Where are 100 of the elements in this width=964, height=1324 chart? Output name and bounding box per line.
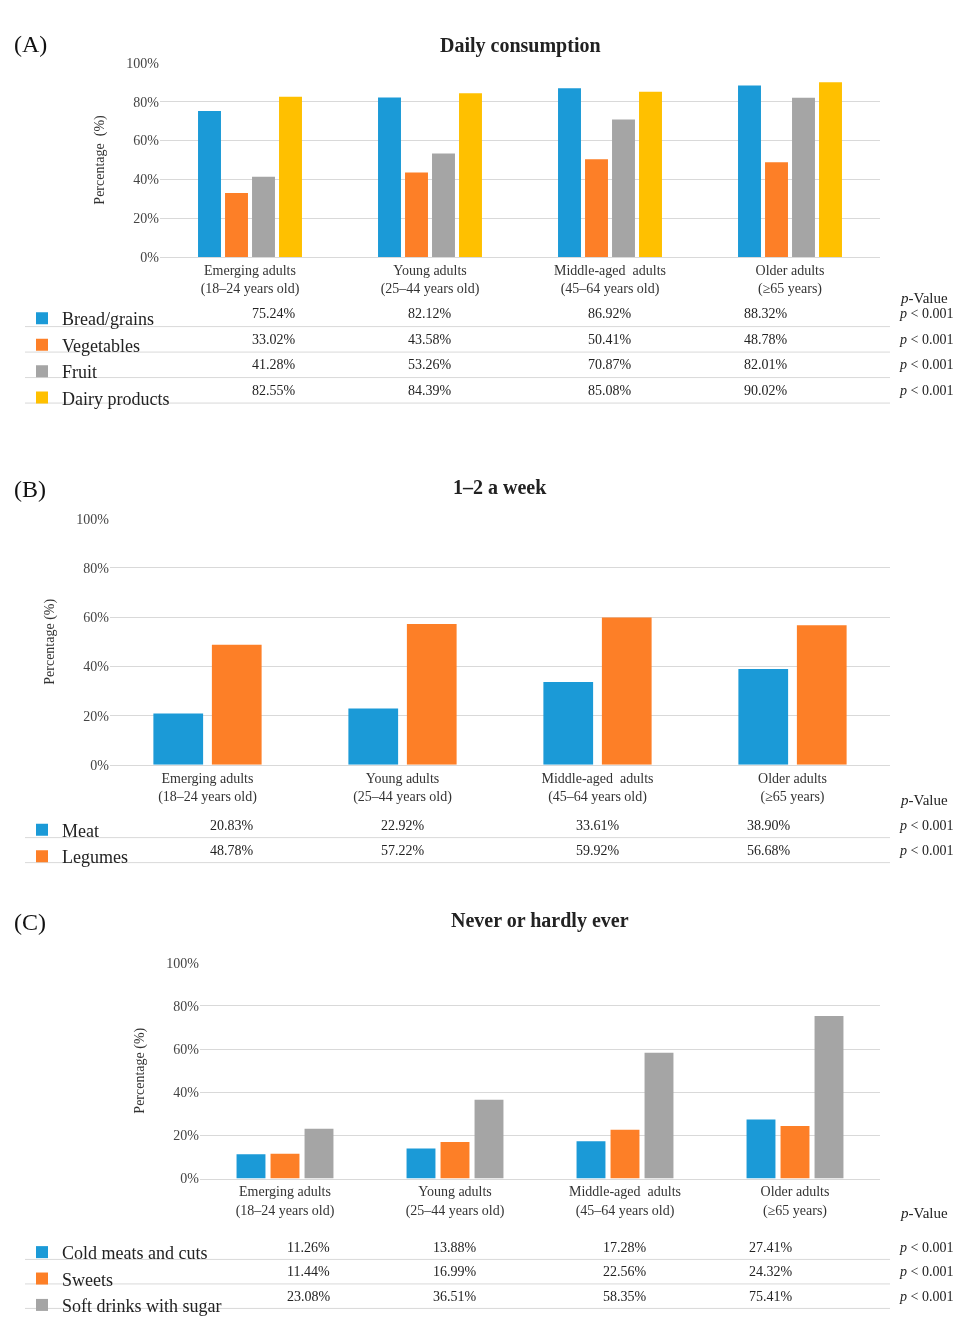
data-label: 86.92% [588, 306, 632, 321]
legend-label: Dairy products [62, 388, 170, 409]
y-axis-title: Percentage (%) [131, 1027, 148, 1114]
y-axis-title: Percentage (%) [91, 114, 108, 205]
bar [558, 88, 581, 257]
data-label: 85.08% [588, 383, 632, 398]
data-label: 75.41% [749, 1289, 793, 1304]
bar [406, 1148, 436, 1179]
x-tick-label: Older adults (≥65 years) [760, 1184, 830, 1219]
bar [610, 1129, 640, 1179]
y-tick-label: 80% [133, 94, 160, 110]
data-label: 17.28% [603, 1240, 647, 1255]
bar [814, 1015, 844, 1179]
data-label: 84.39% [408, 383, 452, 398]
data-label: 75.24% [252, 306, 296, 321]
bar [405, 172, 428, 257]
data-label: 23.08% [287, 1289, 331, 1304]
y-tick-label: 60% [133, 133, 160, 149]
text: (B) [14, 476, 46, 502]
x-tick-label: Middle-aged adults (45–64 years old) [569, 1184, 681, 1219]
data-label: 20.83% [210, 818, 254, 833]
data-label: 48.78% [210, 843, 254, 858]
bar [474, 1099, 504, 1179]
data-label: 82.01% [744, 357, 788, 372]
data-label: 27.41% [749, 1240, 793, 1255]
legend-label: Fruit [62, 362, 98, 383]
text: p < 0.001 [899, 357, 954, 372]
bar [585, 159, 608, 257]
data-label: 22.56% [603, 1264, 647, 1279]
data-label: 36.51% [433, 1289, 477, 1304]
data-label: 41.28% [252, 357, 296, 372]
bar [576, 1141, 606, 1179]
data-label: 13.88% [433, 1240, 477, 1255]
bar [198, 110, 221, 257]
text: (C) [14, 909, 46, 935]
x-tick-label: Emerging adults (18–24 years old) [235, 1184, 335, 1219]
data-label: 50.41% [588, 332, 632, 347]
bar [639, 91, 662, 257]
chart-title: Never or hardly ever [451, 909, 629, 932]
x-tick-label: Older adults (≥65 years) [758, 770, 827, 805]
y-tick-label: 100% [166, 955, 200, 971]
data-label: 53.26% [408, 357, 452, 372]
data-label: 82.12% [408, 306, 452, 321]
y-tick-label: 20% [133, 211, 160, 227]
text: p-Value [900, 792, 948, 808]
bar [543, 682, 594, 765]
bar [746, 1119, 776, 1179]
y-tick-label: 0% [90, 757, 110, 773]
legend-label: Sweets [62, 1269, 113, 1290]
bar [236, 1154, 266, 1179]
text: p < 0.001 [899, 332, 954, 347]
data-label: 11.44% [287, 1264, 330, 1279]
y-axis-title: Percentage (%) [41, 598, 58, 685]
chart-title: 1–2 a week [453, 476, 548, 498]
bar [644, 1052, 674, 1179]
bar [612, 119, 635, 257]
y-tick-label: 20% [173, 1128, 200, 1144]
text: p < 0.001 [899, 1264, 954, 1279]
legend-label: Vegetables [62, 335, 140, 356]
legend-label: Meat [62, 820, 99, 841]
y-tick-label: 80% [83, 560, 110, 576]
text: p-Value [900, 1205, 948, 1221]
bar [459, 93, 482, 257]
data-label: 88.32% [744, 306, 788, 321]
x-tick-label: Middle-aged adults (45–64 years old) [541, 770, 654, 805]
x-tick-label: Middle-aged adults (45–64 years old) [554, 262, 666, 297]
y-tick-label: 40% [173, 1085, 200, 1101]
legend-label: Legumes [62, 847, 128, 868]
y-tick-label: 100% [76, 511, 110, 527]
data-label: 59.92% [576, 843, 620, 858]
text: p < 0.001 [899, 306, 954, 321]
bar [765, 162, 788, 257]
data-label: 33.02% [252, 332, 296, 347]
y-tick-label: 0% [140, 249, 160, 265]
bar [440, 1141, 470, 1179]
data-label: 43.58% [408, 332, 452, 347]
y-tick-label: 40% [133, 172, 160, 188]
legend-label: Cold meats and cuts [62, 1243, 208, 1264]
text: p < 0.001 [899, 843, 954, 858]
y-tick-label: 80% [173, 998, 200, 1014]
text: p < 0.001 [899, 1240, 954, 1255]
data-label: 24.32% [749, 1264, 793, 1279]
data-label: 38.90% [747, 818, 791, 833]
y-tick-label: 20% [83, 708, 110, 724]
y-tick-label: 40% [83, 659, 110, 675]
bar [738, 85, 761, 257]
x-tick-label: Young adults (25–44 years old) [353, 770, 453, 805]
data-label: 57.22% [381, 843, 425, 858]
data-label: 48.78% [744, 332, 788, 347]
bar [304, 1128, 334, 1179]
text: p < 0.001 [899, 1289, 954, 1304]
x-tick-label: Young adults (25–44 years old) [380, 262, 480, 297]
text: p < 0.001 [899, 818, 954, 833]
legend-label: Soft drinks with sugar [62, 1295, 222, 1316]
bar [279, 96, 302, 257]
bar [225, 192, 248, 257]
y-tick-label: 100% [126, 55, 160, 71]
text: p < 0.001 [899, 383, 954, 398]
x-tick-label: Emerging adults (18–24 years old) [200, 262, 300, 297]
x-tick-label: Emerging adults (18–24 years old) [158, 770, 258, 805]
